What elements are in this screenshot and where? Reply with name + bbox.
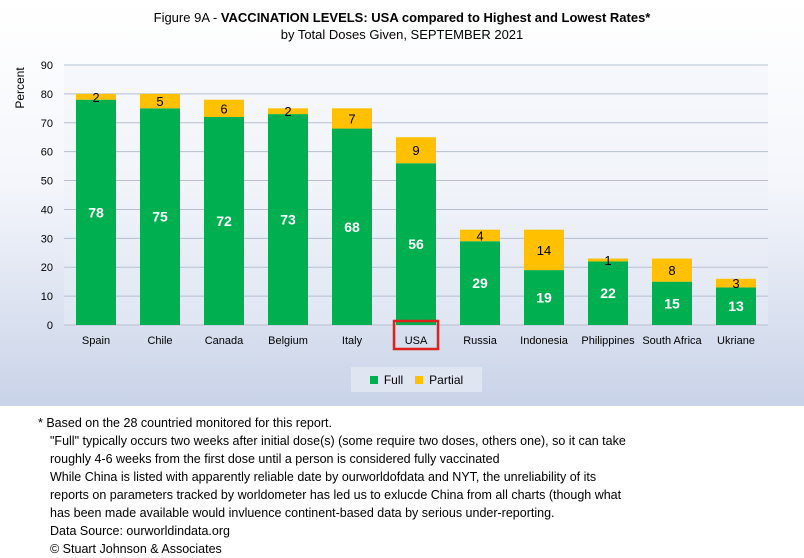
data-label-ukriane-full: 13 (728, 298, 744, 314)
data-label-ukriane-partial: 3 (732, 276, 739, 291)
x-tick-label-russia: Russia (463, 335, 498, 347)
footnote-line-6: has been made available would invluence … (50, 506, 555, 520)
bar-chart: 0 10 20 30 40 50 60 70 80 90 78 2 75 5 72 6 73 2 68 7 56 9 29… (13, 60, 768, 351)
x-tick-label-canada: Canada (205, 335, 244, 347)
footnote-asterisk: * (38, 416, 47, 430)
data-label-philippines-partial: 1 (604, 253, 611, 268)
bar-russia-partial (460, 229, 500, 242)
data-label-italy-full: 68 (344, 219, 360, 235)
chart-subtitle: by Total Doses Given, SEPTEMBER 2021 (280, 27, 524, 42)
y-axis-label: Percent (13, 67, 27, 109)
x-tick-label-belgium: Belgium (268, 335, 308, 347)
bar-belgium-full (268, 114, 308, 325)
data-label-spain-full: 78 (88, 204, 104, 220)
bar-philippines-full (588, 261, 628, 325)
data-label-usa-partial: 9 (412, 143, 419, 158)
legend-swatch-partial (415, 375, 424, 384)
y-axis: 0 10 20 30 40 50 60 70 80 90 (41, 60, 53, 332)
x-tick-label-philippines: Philippines (581, 335, 635, 347)
bar-south-africa-partial (652, 258, 692, 282)
bar-spain-full (76, 99, 116, 326)
bar-spain-partial (76, 93, 116, 100)
data-label-russia-partial: 4 (476, 228, 483, 243)
y-tick-label-40: 40 (41, 204, 53, 216)
x-tick-label-italy: Italy (342, 335, 363, 347)
bar-south-africa-full (652, 281, 692, 325)
data-label-belgium-partial: 2 (284, 104, 291, 119)
data-label-philippines-full: 22 (600, 285, 616, 301)
data-label-indonesia-partial: 14 (537, 243, 551, 258)
legend-item-partial: Partial (415, 373, 463, 387)
y-tick-label-70: 70 (41, 118, 53, 130)
chart-panel: Figure 9A - VACCINATION LEVELS: USA comp… (0, 0, 804, 406)
x-tick-label-south-africa: South Africa (642, 335, 702, 347)
data-label-canada-full: 72 (216, 213, 232, 229)
data-label-russia-full: 29 (472, 275, 488, 291)
chart-title-bold: VACCINATION LEVELS: USA compared to High… (220, 10, 651, 25)
bar-italy-partial (332, 108, 372, 129)
legend-label-full: Full (383, 372, 404, 387)
data-label-south-africa-partial: 8 (668, 263, 675, 278)
y-tick-label-90: 90 (41, 60, 53, 72)
data-label-belgium-full: 73 (280, 212, 296, 228)
chart-title: Figure 9A - VACCINATION LEVELS: USA comp… (0, 10, 804, 25)
bar-italy-full (332, 128, 372, 325)
data-label-chile-partial: 5 (156, 94, 163, 109)
bar-usa-partial (396, 137, 436, 164)
data-label-usa-full: 56 (408, 236, 424, 252)
bar-indonesia-partial (524, 229, 564, 271)
y-tick-label-0: 0 (47, 320, 53, 332)
data-source: Data Source: ourworldindata.org (50, 524, 230, 538)
x-tick-label-ukriane: Ukriane (717, 335, 755, 347)
x-tick-label-indonesia: Indonesia (520, 335, 569, 347)
y-tick-label-60: 60 (41, 147, 53, 159)
footnote-line-4: While China is listed with apparently re… (50, 470, 597, 484)
copyright: © Stuart Johnson & Associates (50, 542, 222, 556)
y-tick-label-50: 50 (41, 176, 53, 188)
category-labels: Spain Chile Canada Belgium Italy USA Russia Ind… (82, 319, 755, 351)
data-label-chile-full: 75 (152, 209, 168, 225)
y-tick-label-30: 30 (41, 233, 53, 245)
data-label-south-africa-full: 15 (664, 295, 680, 311)
legend: Full Partial (351, 367, 482, 392)
bar-chile-full (140, 108, 180, 325)
legend-item-full: Full (369, 372, 404, 387)
bar-ukriane-partial (716, 278, 756, 288)
footnote-line-1: * Based on the 28 countried monitored fo… (38, 414, 784, 432)
y-tick-label-10: 10 (41, 291, 53, 303)
data-label-italy-partial: 7 (348, 111, 355, 126)
bar-canada-partial (204, 99, 244, 117)
y-tick-label-20: 20 (41, 262, 53, 274)
data-label-canada-partial: 6 (220, 101, 227, 116)
bar-usa-full (396, 163, 436, 325)
legend-swatch-full (369, 375, 378, 384)
bar-ukriane-full (716, 287, 756, 325)
bar-indonesia-full (524, 270, 564, 325)
bar-chile-partial (140, 93, 180, 109)
highlight-box-usa (392, 319, 440, 351)
x-tick-label-spain: Spain (82, 335, 110, 347)
data-label-indonesia-full: 19 (536, 290, 552, 306)
bar-russia-full (460, 241, 500, 325)
bar-philippines-partial (588, 258, 628, 262)
footnote-line-3: roughly 4-6 weeks from the first dose un… (50, 452, 500, 466)
x-tick-label-chile: Chile (147, 335, 172, 347)
footnote-text-1: Based on the 28 countried monitored for … (46, 416, 332, 430)
y-tick-label-80: 80 (41, 89, 53, 101)
bar-canada-full (204, 117, 244, 325)
legend-label-partial: Partial (429, 372, 464, 387)
bar-belgium-partial (268, 108, 308, 115)
chart-title-prefix: Figure 9A - (153, 10, 221, 25)
footnote-line-2: "Full" typically occurs two weeks after … (50, 434, 626, 448)
x-tick-label-usa: USA (405, 335, 428, 347)
footnote-line-5: reports on parameters tracked by worldom… (50, 488, 622, 502)
data-label-spain-partial: 2 (92, 90, 99, 105)
bars: 78 2 75 5 72 6 73 2 68 7 56 9 29 4 19 14 22 1 15 8 13 3 (76, 90, 756, 326)
footnotes: * Based on the 28 countried monitored fo… (38, 414, 784, 558)
